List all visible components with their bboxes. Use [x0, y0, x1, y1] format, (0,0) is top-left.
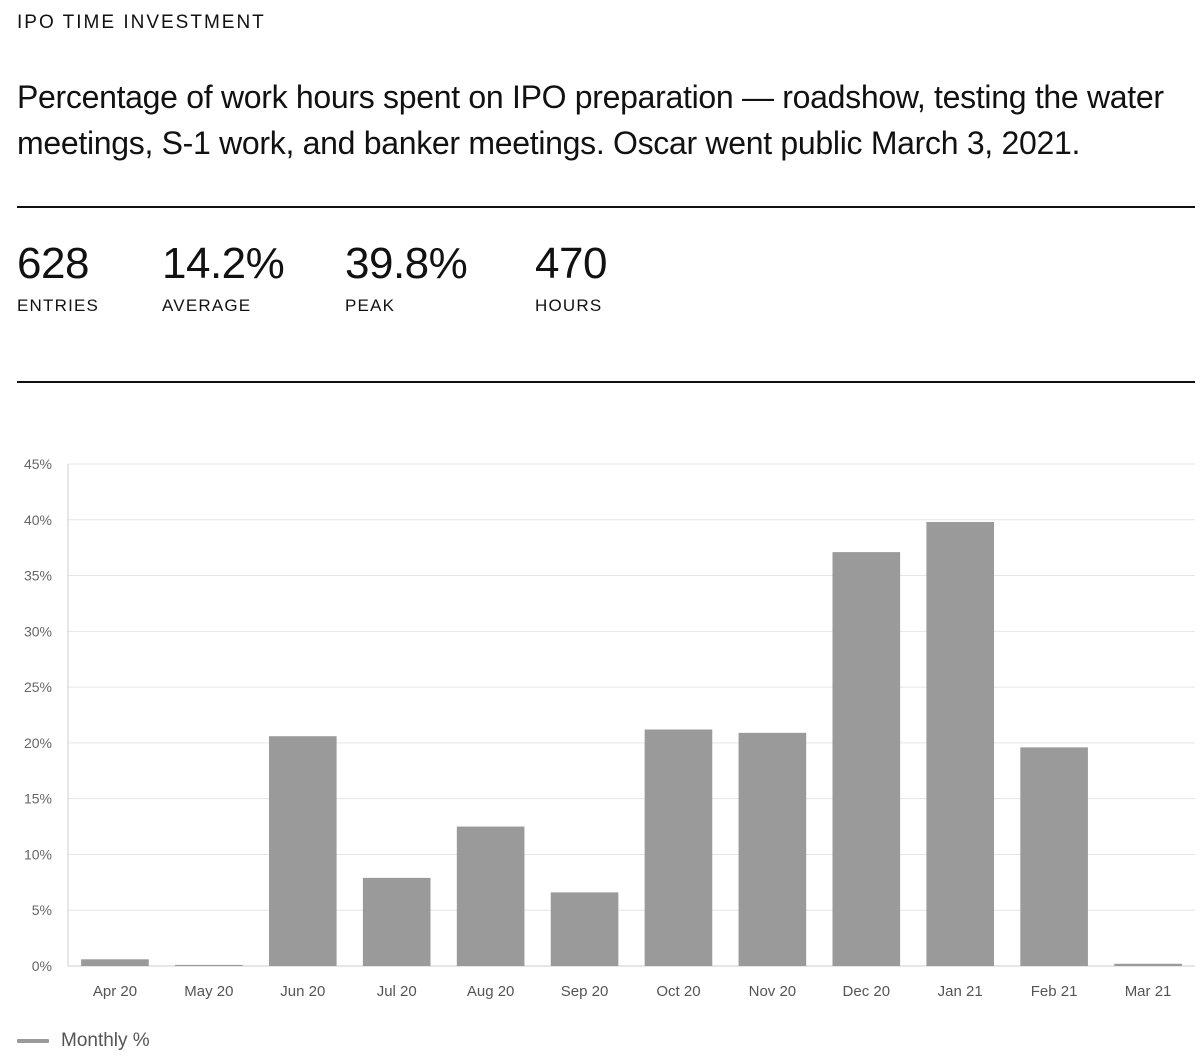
- chart-legend: Monthly %: [17, 1028, 150, 1054]
- bar-jan-21: [926, 522, 995, 966]
- stat-value: 470: [535, 239, 607, 288]
- bar-aug-20: [456, 826, 525, 966]
- stat-hours: 470 HOURS: [535, 238, 607, 316]
- divider-top: [17, 206, 1195, 208]
- bar-feb-21: [1020, 747, 1088, 966]
- y-tick-label: 5%: [32, 902, 52, 918]
- y-tick-label: 45%: [24, 456, 52, 472]
- bar-chart: 0% 5% 10% 15% 20% 25% 30% 35% 40% 45% Apr 20 May 20…: [0, 440, 1200, 1020]
- bar-nov-20: [738, 732, 807, 966]
- bar-oct-20: [644, 729, 713, 966]
- bar-jun-20: [268, 736, 337, 966]
- y-tick-label: 30%: [24, 623, 52, 639]
- stat-label: PEAK: [345, 296, 396, 315]
- stat-value: 14.2%: [162, 239, 285, 288]
- x-tick-label: Jan 21: [938, 983, 983, 1000]
- x-tick-label: Feb 21: [1031, 983, 1078, 1000]
- legend-swatch: [17, 1039, 49, 1043]
- x-tick-label: Jun 20: [280, 983, 325, 1000]
- page-eyebrow: IPO TIME INVESTMENT: [17, 12, 266, 33]
- y-tick-label: 40%: [24, 512, 52, 528]
- x-tick-label: Sep 20: [561, 983, 609, 1000]
- y-tick-label: 10%: [24, 846, 52, 862]
- stat-average: 14.2% AVERAGE: [162, 238, 285, 316]
- stat-label: HOURS: [535, 296, 603, 315]
- bar-mar-21: [1114, 963, 1182, 966]
- stat-value: 39.8%: [345, 239, 468, 288]
- y-tick-label: 20%: [24, 735, 52, 751]
- x-tick-label: Aug 20: [467, 983, 515, 1000]
- stat-label: ENTRIES: [17, 296, 100, 315]
- x-tick-label: Jul 20: [377, 983, 417, 1000]
- y-tick-label: 15%: [24, 791, 52, 807]
- stat-entries: 628 ENTRIES: [17, 238, 99, 316]
- stat-label: AVERAGE: [162, 296, 252, 315]
- bar-apr-20: [81, 959, 149, 966]
- x-tick-label: Oct 20: [656, 983, 700, 1000]
- page-description: Percentage of work hours spent on IPO pr…: [17, 79, 1164, 161]
- stats-row: 628 ENTRIES 14.2% AVERAGE 39.8% PEAK 470…: [0, 238, 1200, 328]
- x-tick-label: Nov 20: [749, 983, 797, 1000]
- y-tick-label: 35%: [24, 568, 52, 584]
- x-tick-label: Mar 21: [1125, 983, 1172, 1000]
- bar-sep-20: [550, 892, 619, 966]
- bar-jul-20: [362, 877, 431, 966]
- x-tick-label: Dec 20: [843, 983, 891, 1000]
- stat-peak: 39.8% PEAK: [345, 238, 468, 316]
- legend-label: Monthly %: [61, 1030, 150, 1051]
- y-tick-label: 0%: [32, 958, 52, 974]
- divider-bottom: [17, 381, 1195, 383]
- stat-value: 628: [17, 239, 89, 288]
- bar-dec-20: [832, 552, 901, 966]
- x-tick-label: Apr 20: [93, 983, 137, 1000]
- x-tick-label: May 20: [184, 983, 233, 1000]
- bar-may-20: [175, 964, 243, 966]
- chart-svg: 0% 5% 10% 15% 20% 25% 30% 35% 40% 45% Apr 20 May 20…: [24, 456, 1195, 1000]
- y-tick-label: 25%: [24, 679, 52, 695]
